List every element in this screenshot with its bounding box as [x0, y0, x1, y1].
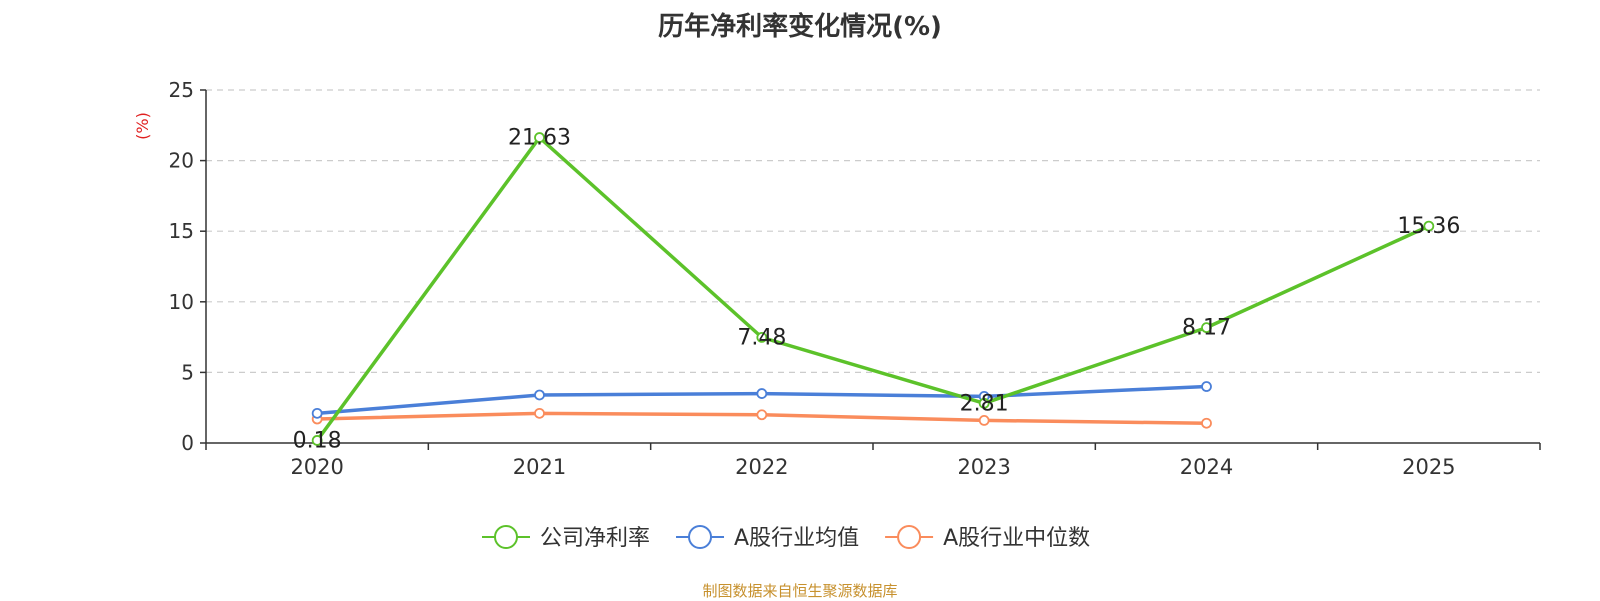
x-tick-label: 2021	[513, 455, 566, 479]
legend-marker	[688, 525, 713, 549]
legend-entry: A股行业中位数	[943, 526, 1090, 551]
data-point	[534, 389, 545, 401]
y-axis-label: (%)	[133, 112, 152, 140]
legend-entry: A股行业均值	[734, 526, 859, 551]
data-point	[311, 407, 323, 419]
data-point	[534, 132, 545, 143]
data-point	[1201, 381, 1212, 392]
data-label: 8.17	[1182, 316, 1231, 341]
x-tick-label: 2020	[290, 455, 343, 479]
data-label: 7.48	[737, 325, 786, 350]
y-tick-label: 20	[169, 149, 194, 173]
data-point	[978, 415, 990, 426]
x-tick-label: 2023	[957, 455, 1010, 479]
data-label: 15.36	[1397, 214, 1460, 239]
data-label: 2.81	[960, 391, 1009, 416]
legend-entry: 公司净利率	[540, 526, 650, 551]
data-point	[1423, 220, 1435, 232]
data-label: 21.63	[508, 126, 571, 151]
series-line	[315, 135, 1430, 442]
x-tick-label: 2025	[1402, 455, 1455, 479]
data-point	[756, 388, 768, 399]
data-point	[756, 331, 768, 343]
y-tick-label: 10	[169, 290, 194, 314]
x-tick-label: 2024	[1180, 455, 1233, 479]
data-label: 0.18	[293, 428, 342, 453]
data-point	[534, 407, 545, 419]
y-tick-label: 15	[169, 219, 194, 243]
y-tick-label: 25	[169, 78, 194, 102]
data-point	[311, 435, 323, 446]
y-tick-label: 5	[181, 360, 194, 384]
data-point	[978, 397, 990, 409]
chart-title: 历年净利率变化情况(%)	[658, 12, 942, 42]
y-tick-label: 0	[181, 431, 194, 455]
x-tick-label: 2022	[735, 455, 788, 479]
source-note: 制图数据来自恒生聚源数据库	[702, 582, 898, 600]
data-point	[756, 409, 768, 421]
legend-marker	[494, 525, 518, 549]
legend-marker	[897, 525, 922, 549]
data-point	[1201, 417, 1212, 429]
data-point	[1201, 322, 1212, 334]
